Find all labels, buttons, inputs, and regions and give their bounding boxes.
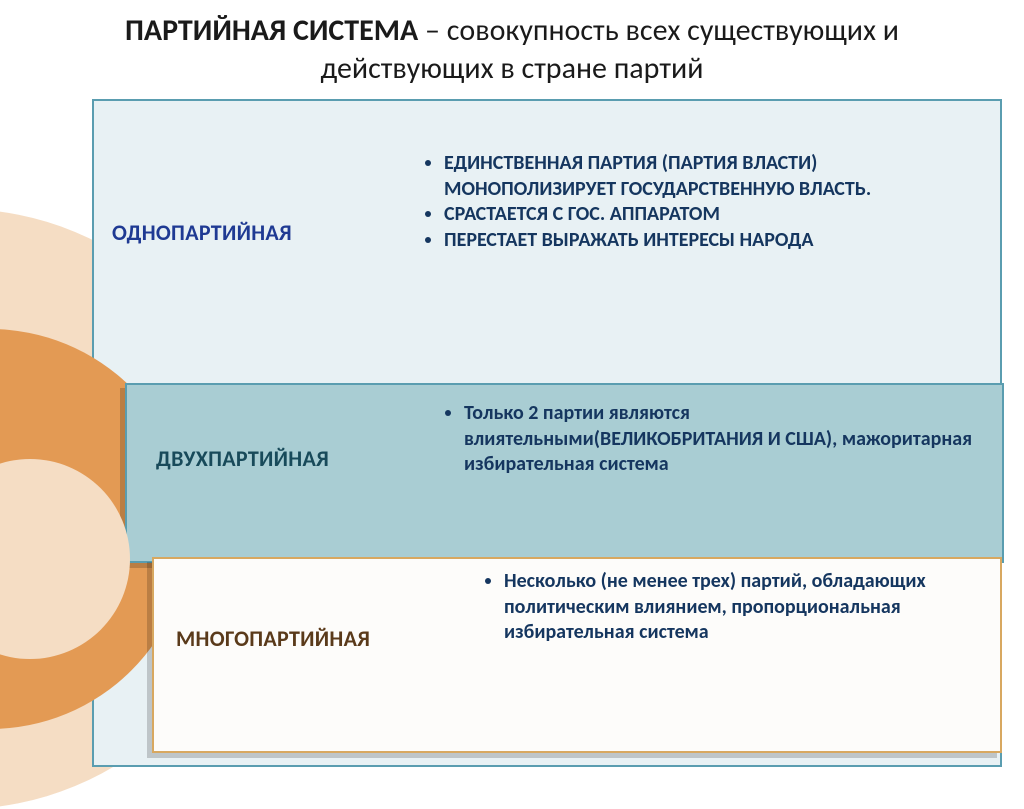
bullet: Только 2 партии являются влиятельными(ВЕ… <box>464 401 982 478</box>
bullet: Несколько (не менее трех) партий, облада… <box>504 569 987 646</box>
label-two-party: ДВУХПАРТИЙНАЯ <box>156 401 442 472</box>
title-term: ПАРТИЙНАЯ СИСТЕМА <box>125 12 418 49</box>
desc-multi-party: Несколько (не менее трех) партий, облада… <box>482 569 987 646</box>
bullet: ЕДИНСТВЕННАЯ ПАРТИЯ (ПАРТИЯ ВЛАСТИ) МОНО… <box>444 151 977 202</box>
bullet: СРАСТАЕТСЯ С ГОС. АППАРАТОМ <box>444 202 977 228</box>
desc-two-party: Только 2 партии являются влиятельными(ВЕ… <box>442 401 982 478</box>
desc-single-party: ЕДИНСТВЕННАЯ ПАРТИЯ (ПАРТИЯ ВЛАСТИ) МОНО… <box>422 151 977 253</box>
section-single-party: ОДНОПАРТИЙНАЯ ЕДИНСТВЕННАЯ ПАРТИЯ (ПАРТИ… <box>112 151 982 253</box>
bullet: ПЕРЕСТАЕТ ВЫРАЖАТЬ ИНТЕРЕСЫ НАРОДА <box>444 228 977 254</box>
section-multi-party: МНОГОПАРТИЙНАЯ Несколько (не менее трех)… <box>176 569 992 652</box>
section-two-party: ДВУХПАРТИЙНАЯ Только 2 партии являются в… <box>156 401 986 478</box>
diagram-canvas: ОДНОПАРТИЙНАЯ ЕДИНСТВЕННАЯ ПАРТИЯ (ПАРТИ… <box>0 99 1024 771</box>
page-title: ПАРТИЙНАЯ СИСТЕМА – совокупность всех су… <box>0 0 1024 95</box>
label-multi-party: МНОГОПАРТИЙНАЯ <box>176 569 482 652</box>
label-single-party: ОДНОПАРТИЙНАЯ <box>112 151 422 246</box>
